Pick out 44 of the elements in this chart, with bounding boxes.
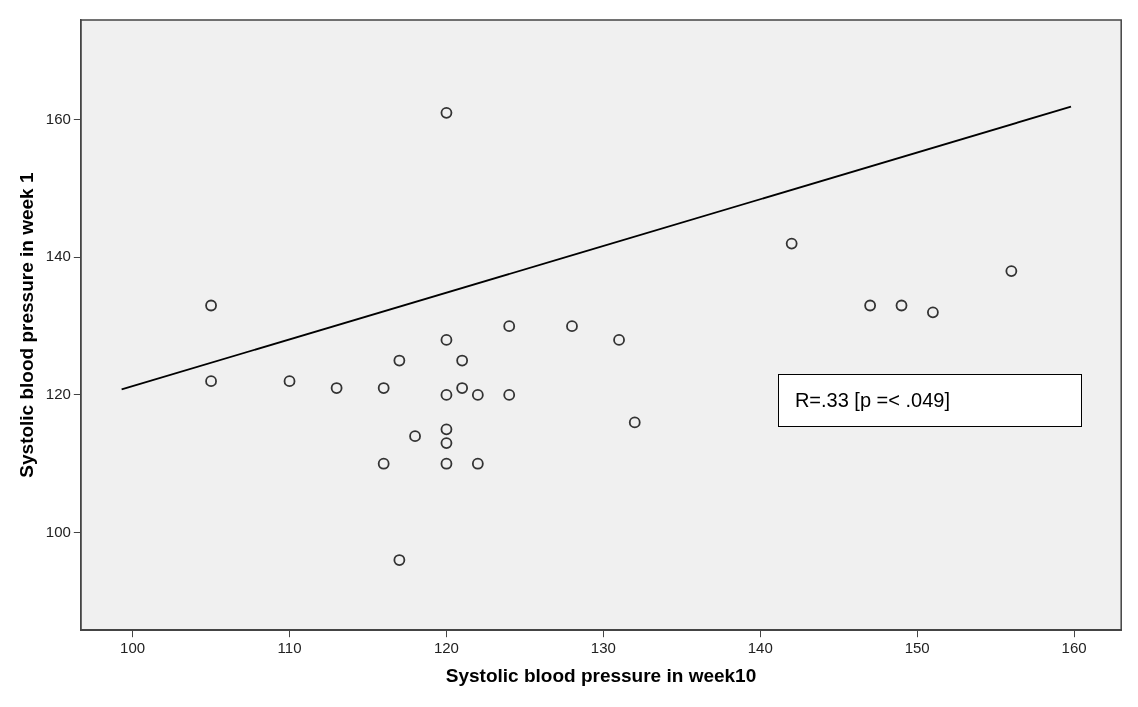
point <box>440 423 453 436</box>
point <box>471 389 484 401</box>
point <box>393 354 406 367</box>
point <box>440 437 453 449</box>
x-tick-label: 130 <box>590 639 616 657</box>
point <box>205 299 217 312</box>
point <box>283 375 296 388</box>
point <box>895 299 908 312</box>
point <box>471 457 484 470</box>
x-tick-label: 110 <box>277 639 302 657</box>
y-tick-label: 100 <box>45 522 71 540</box>
x-tick-label: 100 <box>120 639 146 657</box>
point <box>440 389 453 401</box>
x-tick-label: 120 <box>433 639 459 657</box>
point <box>785 237 798 250</box>
point <box>503 389 516 401</box>
point <box>440 457 453 470</box>
point <box>864 299 877 312</box>
point <box>628 416 641 429</box>
point <box>566 320 578 333</box>
point <box>613 333 625 346</box>
x-axis-title: Systolic blood pressure in week10 <box>445 664 757 686</box>
point <box>205 375 217 388</box>
point <box>330 382 343 394</box>
point <box>377 457 390 470</box>
y-tick-label: 120 <box>45 385 71 403</box>
x-tick-label: 160 <box>1061 639 1087 657</box>
point <box>1005 265 1018 277</box>
point <box>456 354 469 367</box>
y-axis-title: Systolic blood pressure in week 1 <box>15 172 37 478</box>
x-tick-label: 140 <box>747 639 773 657</box>
point <box>456 382 469 394</box>
point <box>377 382 390 394</box>
annotation: R=.33 [p =< .049] <box>794 388 950 411</box>
y-tick-label: 160 <box>45 109 71 127</box>
y-tick-label: 140 <box>45 247 71 265</box>
point <box>440 333 453 346</box>
point <box>503 320 516 333</box>
x-tick-label: 150 <box>904 639 930 657</box>
point <box>927 306 939 319</box>
note-box: R=.33 [p =< .049] <box>777 373 1082 427</box>
point <box>393 554 406 566</box>
point <box>440 106 453 119</box>
point <box>409 430 421 443</box>
